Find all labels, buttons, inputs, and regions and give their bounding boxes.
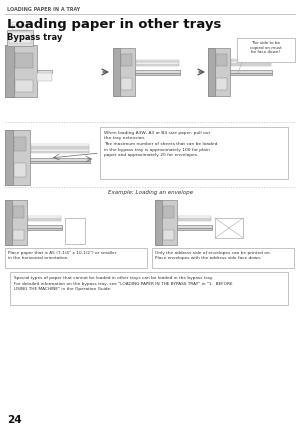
Bar: [5, 130, 30, 185]
Bar: [27, 228, 62, 230]
Bar: [135, 73, 180, 75]
Bar: [5, 45, 37, 97]
Bar: [31, 148, 89, 150]
Text: Bypass tray: Bypass tray: [7, 33, 62, 42]
Bar: [31, 145, 89, 147]
Bar: [215, 218, 243, 238]
Bar: [230, 70, 272, 73]
Text: 24: 24: [7, 415, 22, 425]
Bar: [31, 144, 89, 145]
Text: Example: Loading an envelope: Example: Loading an envelope: [107, 190, 193, 195]
Text: The side to be
copied on must
be face down!: The side to be copied on must be face do…: [250, 41, 282, 54]
Bar: [208, 48, 230, 96]
Bar: [231, 65, 271, 66]
Bar: [5, 45, 14, 97]
Bar: [208, 48, 215, 96]
Bar: [231, 61, 271, 62]
Bar: [178, 220, 211, 221]
Bar: [216, 78, 227, 90]
Bar: [178, 216, 211, 218]
Bar: [10, 272, 288, 305]
Bar: [136, 64, 179, 65]
Bar: [14, 137, 26, 151]
Bar: [152, 248, 294, 268]
Bar: [5, 200, 12, 245]
Bar: [30, 161, 90, 163]
Bar: [7, 30, 33, 46]
Bar: [28, 218, 61, 219]
Bar: [12, 27, 27, 29]
Text: Only the address side of envelopes can be printed on.
Place envelopes with the a: Only the address side of envelopes can b…: [155, 251, 271, 260]
Bar: [12, 22, 27, 25]
Bar: [9, 32, 31, 43]
Bar: [30, 158, 90, 161]
Text: When loading A3W, A3 or B4 size paper, pull out
the tray extension.
The maximum : When loading A3W, A3 or B4 size paper, p…: [104, 131, 218, 157]
Bar: [13, 230, 24, 240]
Bar: [13, 206, 24, 218]
Bar: [12, 25, 27, 27]
Bar: [31, 152, 89, 153]
Bar: [28, 216, 61, 218]
Bar: [113, 48, 135, 96]
Bar: [136, 60, 179, 61]
Bar: [37, 73, 52, 81]
Bar: [121, 78, 132, 90]
Bar: [231, 60, 271, 61]
Bar: [5, 248, 147, 268]
Bar: [31, 150, 89, 151]
Bar: [28, 219, 61, 220]
Bar: [135, 70, 180, 73]
Bar: [231, 64, 271, 65]
Bar: [163, 230, 174, 240]
Bar: [177, 228, 212, 230]
Bar: [113, 48, 120, 96]
Bar: [15, 53, 33, 68]
Bar: [5, 130, 13, 185]
Bar: [216, 54, 227, 66]
Bar: [237, 38, 295, 62]
Bar: [231, 59, 271, 60]
Bar: [28, 220, 61, 221]
Bar: [14, 163, 26, 177]
Bar: [100, 127, 288, 179]
Bar: [121, 54, 132, 66]
Text: Loading paper in other trays: Loading paper in other trays: [7, 18, 221, 31]
Bar: [5, 200, 27, 245]
Bar: [15, 80, 33, 92]
Bar: [37, 70, 52, 73]
Bar: [155, 200, 162, 245]
Bar: [178, 219, 211, 220]
Text: Special types of paper that cannot be loaded in other trays can be loaded in the: Special types of paper that cannot be lo…: [14, 276, 232, 291]
Bar: [155, 200, 177, 245]
Bar: [178, 218, 211, 219]
Bar: [136, 65, 179, 66]
Bar: [163, 206, 174, 218]
Bar: [136, 62, 179, 64]
Bar: [177, 225, 212, 228]
Bar: [65, 218, 85, 244]
Bar: [230, 73, 272, 75]
Text: LOADING PAPER IN A TRAY: LOADING PAPER IN A TRAY: [7, 7, 80, 12]
Bar: [136, 61, 179, 62]
Bar: [231, 62, 271, 64]
Bar: [31, 151, 89, 152]
Bar: [27, 225, 62, 228]
Bar: [31, 147, 89, 148]
Text: Place paper that is A5 (7-1/4" x 10-1/2") or smaller
in the horizontal orientati: Place paper that is A5 (7-1/4" x 10-1/2"…: [8, 251, 116, 260]
